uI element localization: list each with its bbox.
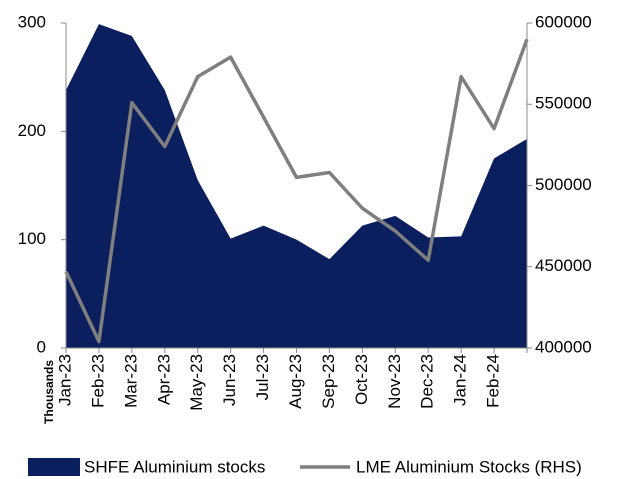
y2-tick-label: 400000 xyxy=(535,337,592,356)
legend-swatch xyxy=(28,458,80,476)
x-tick-label: Feb-23 xyxy=(88,354,107,408)
y2-tick-label: 450000 xyxy=(535,256,592,275)
area xyxy=(66,24,527,348)
x-tick-label: Nov-23 xyxy=(385,354,404,409)
legend-label: SHFE Aluminium stocks xyxy=(84,457,265,476)
y2-tick-label: 550000 xyxy=(535,94,592,113)
x-tick-label: Mar-23 xyxy=(121,354,140,408)
y2-tick-label: 600000 xyxy=(535,12,592,31)
x-tick-label: Dec-23 xyxy=(418,354,437,409)
line xyxy=(64,38,529,344)
y-tick-label: 100 xyxy=(18,229,46,248)
legend-label: LME Aluminium Stocks (RHS) xyxy=(356,457,582,476)
y-tick-label: 0 xyxy=(37,337,46,356)
y-axis-unit: Thousands xyxy=(42,360,56,424)
x-tick-label: Jun-23 xyxy=(220,354,239,406)
y2-tick-label: 500000 xyxy=(535,175,592,194)
y-tick-label: 300 xyxy=(18,12,46,31)
x-tick-label: Sep-23 xyxy=(319,354,338,409)
x-tick-label: Apr-23 xyxy=(154,354,173,405)
x-tick-label: Jan-24 xyxy=(451,354,470,406)
x-tick-label: Aug-23 xyxy=(286,354,305,409)
x-tick-label: Jan-23 xyxy=(55,354,74,406)
x-tick-label: Feb-24 xyxy=(484,354,503,408)
y-tick-label: 200 xyxy=(18,121,46,140)
x-tick-label: Oct-23 xyxy=(352,354,371,405)
x-tick-label: May-23 xyxy=(187,354,206,411)
x-tick-label: Jul-23 xyxy=(253,354,272,400)
